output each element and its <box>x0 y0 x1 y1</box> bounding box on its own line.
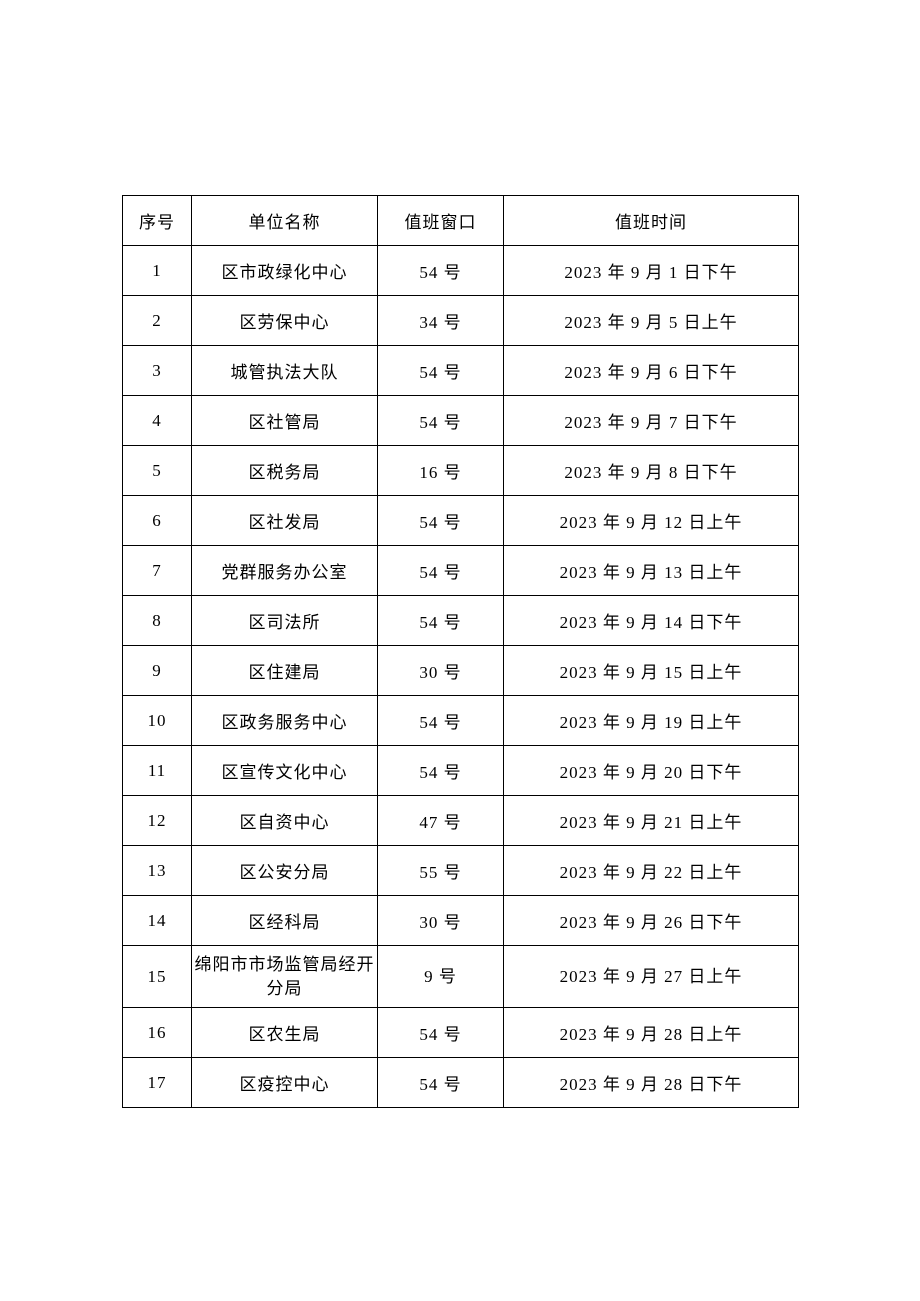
cell-window: 47 号 <box>378 796 504 846</box>
cell-unit: 绵阳市市场监管局经开分局 <box>192 946 378 1008</box>
cell-time: 2023 年 9 月 6 日下午 <box>504 346 799 396</box>
cell-time: 2023 年 9 月 19 日上午 <box>504 696 799 746</box>
cell-unit: 区市政绿化中心 <box>192 246 378 296</box>
cell-window: 16 号 <box>378 446 504 496</box>
table-row: 12区自资中心47 号2023 年 9 月 21 日上午 <box>123 796 799 846</box>
cell-time: 2023 年 9 月 22 日上午 <box>504 846 799 896</box>
schedule-table-container: 序号 单位名称 值班窗口 值班时间 1区市政绿化中心54 号2023 年 9 月… <box>122 195 798 1108</box>
cell-window: 54 号 <box>378 246 504 296</box>
cell-time: 2023 年 9 月 28 日下午 <box>504 1058 799 1108</box>
cell-window: 54 号 <box>378 746 504 796</box>
table-row: 11区宣传文化中心54 号2023 年 9 月 20 日下午 <box>123 746 799 796</box>
cell-time: 2023 年 9 月 5 日上午 <box>504 296 799 346</box>
cell-seq: 4 <box>123 396 192 446</box>
table-row: 6区社发局54 号2023 年 9 月 12 日上午 <box>123 496 799 546</box>
cell-seq: 14 <box>123 896 192 946</box>
table-body: 1区市政绿化中心54 号2023 年 9 月 1 日下午2区劳保中心34 号20… <box>123 246 799 1108</box>
table-row: 5区税务局16 号2023 年 9 月 8 日下午 <box>123 446 799 496</box>
cell-seq: 6 <box>123 496 192 546</box>
cell-unit: 区税务局 <box>192 446 378 496</box>
cell-seq: 2 <box>123 296 192 346</box>
cell-unit: 区社发局 <box>192 496 378 546</box>
cell-seq: 3 <box>123 346 192 396</box>
cell-window: 54 号 <box>378 346 504 396</box>
cell-window: 30 号 <box>378 896 504 946</box>
cell-unit: 区宣传文化中心 <box>192 746 378 796</box>
table-row: 10区政务服务中心54 号2023 年 9 月 19 日上午 <box>123 696 799 746</box>
table-row: 7党群服务办公室54 号2023 年 9 月 13 日上午 <box>123 546 799 596</box>
cell-unit: 区公安分局 <box>192 846 378 896</box>
cell-time: 2023 年 9 月 20 日下午 <box>504 746 799 796</box>
cell-time: 2023 年 9 月 14 日下午 <box>504 596 799 646</box>
cell-window: 54 号 <box>378 496 504 546</box>
cell-window: 54 号 <box>378 546 504 596</box>
cell-window: 54 号 <box>378 696 504 746</box>
cell-window: 54 号 <box>378 596 504 646</box>
table-row: 13区公安分局55 号2023 年 9 月 22 日上午 <box>123 846 799 896</box>
cell-time: 2023 年 9 月 21 日上午 <box>504 796 799 846</box>
table-row: 14区经科局30 号2023 年 9 月 26 日下午 <box>123 896 799 946</box>
cell-window: 34 号 <box>378 296 504 346</box>
cell-window: 54 号 <box>378 396 504 446</box>
cell-unit: 区社管局 <box>192 396 378 446</box>
cell-seq: 12 <box>123 796 192 846</box>
cell-seq: 9 <box>123 646 192 696</box>
header-window: 值班窗口 <box>378 196 504 246</box>
cell-seq: 8 <box>123 596 192 646</box>
cell-time: 2023 年 9 月 12 日上午 <box>504 496 799 546</box>
cell-unit: 区司法所 <box>192 596 378 646</box>
header-unit: 单位名称 <box>192 196 378 246</box>
cell-unit: 区经科局 <box>192 896 378 946</box>
cell-time: 2023 年 9 月 27 日上午 <box>504 946 799 1008</box>
cell-time: 2023 年 9 月 1 日下午 <box>504 246 799 296</box>
table-row: 2区劳保中心34 号2023 年 9 月 5 日上午 <box>123 296 799 346</box>
header-time: 值班时间 <box>504 196 799 246</box>
cell-unit: 区政务服务中心 <box>192 696 378 746</box>
cell-seq: 15 <box>123 946 192 1008</box>
cell-time: 2023 年 9 月 26 日下午 <box>504 896 799 946</box>
cell-time: 2023 年 9 月 28 日上午 <box>504 1008 799 1058</box>
table-row: 8区司法所54 号2023 年 9 月 14 日下午 <box>123 596 799 646</box>
cell-time: 2023 年 9 月 13 日上午 <box>504 546 799 596</box>
table-row: 15绵阳市市场监管局经开分局9 号2023 年 9 月 27 日上午 <box>123 946 799 1008</box>
cell-seq: 10 <box>123 696 192 746</box>
cell-seq: 13 <box>123 846 192 896</box>
cell-seq: 5 <box>123 446 192 496</box>
cell-time: 2023 年 9 月 7 日下午 <box>504 396 799 446</box>
cell-unit: 区自资中心 <box>192 796 378 846</box>
table-row: 9区住建局30 号2023 年 9 月 15 日上午 <box>123 646 799 696</box>
cell-unit: 城管执法大队 <box>192 346 378 396</box>
cell-unit: 区劳保中心 <box>192 296 378 346</box>
cell-seq: 17 <box>123 1058 192 1108</box>
header-row: 序号 单位名称 值班窗口 值班时间 <box>123 196 799 246</box>
cell-seq: 16 <box>123 1008 192 1058</box>
table-header: 序号 单位名称 值班窗口 值班时间 <box>123 196 799 246</box>
table-row: 3城管执法大队54 号2023 年 9 月 6 日下午 <box>123 346 799 396</box>
cell-time: 2023 年 9 月 8 日下午 <box>504 446 799 496</box>
schedule-table: 序号 单位名称 值班窗口 值班时间 1区市政绿化中心54 号2023 年 9 月… <box>122 195 799 1108</box>
cell-seq: 11 <box>123 746 192 796</box>
cell-time: 2023 年 9 月 15 日上午 <box>504 646 799 696</box>
table-row: 4区社管局54 号2023 年 9 月 7 日下午 <box>123 396 799 446</box>
cell-unit: 党群服务办公室 <box>192 546 378 596</box>
table-row: 1区市政绿化中心54 号2023 年 9 月 1 日下午 <box>123 246 799 296</box>
cell-window: 9 号 <box>378 946 504 1008</box>
cell-unit: 区农生局 <box>192 1008 378 1058</box>
cell-seq: 7 <box>123 546 192 596</box>
cell-unit: 区住建局 <box>192 646 378 696</box>
table-row: 17区疫控中心54 号2023 年 9 月 28 日下午 <box>123 1058 799 1108</box>
cell-window: 30 号 <box>378 646 504 696</box>
cell-window: 54 号 <box>378 1058 504 1108</box>
header-seq: 序号 <box>123 196 192 246</box>
table-row: 16区农生局54 号2023 年 9 月 28 日上午 <box>123 1008 799 1058</box>
cell-seq: 1 <box>123 246 192 296</box>
cell-window: 55 号 <box>378 846 504 896</box>
cell-unit: 区疫控中心 <box>192 1058 378 1108</box>
cell-window: 54 号 <box>378 1008 504 1058</box>
